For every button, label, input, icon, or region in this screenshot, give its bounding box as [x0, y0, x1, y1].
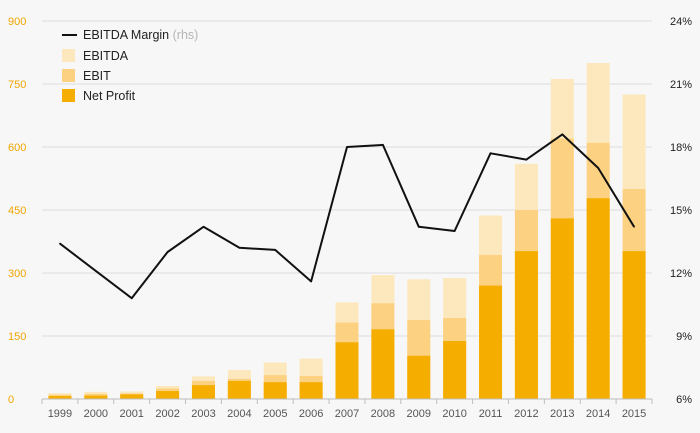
x-tick-label: 1999	[48, 408, 72, 420]
point-ebitda-margin	[310, 280, 312, 283]
legend-label-ebit: EBIT	[83, 69, 111, 83]
x-tick-label: 2005	[263, 408, 287, 420]
x-tick-label: 2014	[586, 408, 610, 420]
legend-label-ebitda: EBITDA	[83, 49, 129, 63]
point-ebitda-margin	[417, 226, 420, 228]
x-tick-label: 2009	[407, 408, 431, 420]
left-tick-label: 900	[8, 16, 26, 28]
bar-net-profit	[586, 198, 610, 399]
point-ebitda-margin	[274, 249, 277, 251]
point-ebitda-margin	[59, 242, 61, 245]
bar-net-profit	[335, 342, 359, 399]
bar-net-profit	[299, 382, 323, 399]
right-tick-label: 9%	[676, 331, 692, 343]
bar-net-profit	[443, 341, 467, 399]
point-ebitda-margin	[525, 158, 528, 161]
x-tick-label: 2007	[335, 408, 359, 420]
left-tick-label: 300	[8, 268, 26, 280]
point-ebitda-margin	[95, 270, 97, 272]
bar-net-profit	[227, 380, 251, 399]
bar-net-profit	[120, 394, 144, 399]
point-ebitda-margin	[202, 226, 205, 228]
x-tick-label: 2011	[479, 408, 503, 420]
legend-line-note: (rhs)	[173, 28, 199, 42]
bar-net-profit	[263, 382, 287, 399]
right-tick-label: 24%	[670, 16, 692, 28]
legend-swatch-net-profit	[62, 89, 75, 102]
x-tick-label: 2001	[119, 408, 143, 420]
left-axis: 0 150 300 450 600 750 900	[8, 16, 26, 406]
right-tick-label: 12%	[670, 268, 692, 280]
left-tick-label: 0	[8, 394, 14, 406]
left-tick-label: 150	[8, 331, 26, 343]
x-tick-label: 2012	[514, 408, 538, 420]
x-tick-label: 2004	[227, 408, 251, 420]
right-tick-label: 15%	[670, 205, 692, 217]
x-tick-label: 2003	[191, 408, 215, 420]
point-ebitda-margin	[597, 167, 599, 169]
bar-net-profit	[48, 396, 72, 399]
legend-swatch-ebit	[62, 69, 75, 82]
margin-line	[59, 133, 635, 300]
x-tick-label: 2006	[299, 408, 323, 420]
left-tick-label: 600	[8, 142, 26, 154]
right-axis: 6% 9% 12% 15% 18% 21% 24%	[670, 16, 692, 406]
legend-swatch-ebitda	[62, 49, 75, 62]
point-ebitda-margin	[130, 297, 133, 300]
point-ebitda-margin	[489, 152, 492, 155]
point-ebitda-margin	[561, 133, 564, 136]
point-ebitda-margin	[346, 146, 348, 148]
left-tick-label: 450	[8, 205, 26, 217]
x-tick-label: 2010	[442, 408, 466, 420]
bar-net-profit	[84, 395, 108, 399]
x-tick-label: 2002	[155, 408, 179, 420]
line-ebitda-margin	[59, 133, 635, 300]
x-tick-label: 2013	[550, 408, 574, 420]
legend-label-net-profit: Net Profit	[83, 89, 136, 103]
x-tick-label: 2015	[622, 408, 646, 420]
legend: EBITDA Margin (rhs) EBITDA EBIT Net Prof…	[62, 28, 198, 103]
point-ebitda-margin	[633, 226, 635, 228]
right-tick-label: 21%	[670, 79, 692, 91]
legend-label-ebitda-margin: EBITDA Margin (rhs)	[83, 28, 198, 42]
point-ebitda-margin	[166, 251, 169, 253]
bar-net-profit	[479, 285, 503, 399]
point-ebitda-margin	[238, 247, 241, 249]
x-axis: 1999 2000 2001 2002 2003 2004 2005 2006 2007 2008…	[41, 398, 653, 420]
bar-net-profit	[550, 218, 574, 399]
left-tick-label: 750	[8, 79, 26, 91]
gridlines	[42, 20, 652, 337]
bar-net-profit	[191, 385, 215, 399]
point-ebitda-margin	[382, 144, 384, 146]
bar-net-profit	[407, 355, 431, 399]
bars	[48, 63, 646, 400]
legend-line-label: EBITDA Margin	[83, 28, 169, 42]
x-tick-label: 2000	[84, 408, 108, 420]
right-tick-label: 18%	[670, 142, 692, 154]
x-tick-label: 2008	[371, 408, 395, 420]
bar-net-profit	[514, 251, 538, 399]
right-tick-label: 6%	[676, 394, 692, 406]
bar-net-profit	[622, 251, 646, 399]
point-ebitda-margin	[453, 230, 456, 232]
bar-net-profit	[371, 329, 395, 399]
bar-net-profit	[156, 391, 180, 399]
